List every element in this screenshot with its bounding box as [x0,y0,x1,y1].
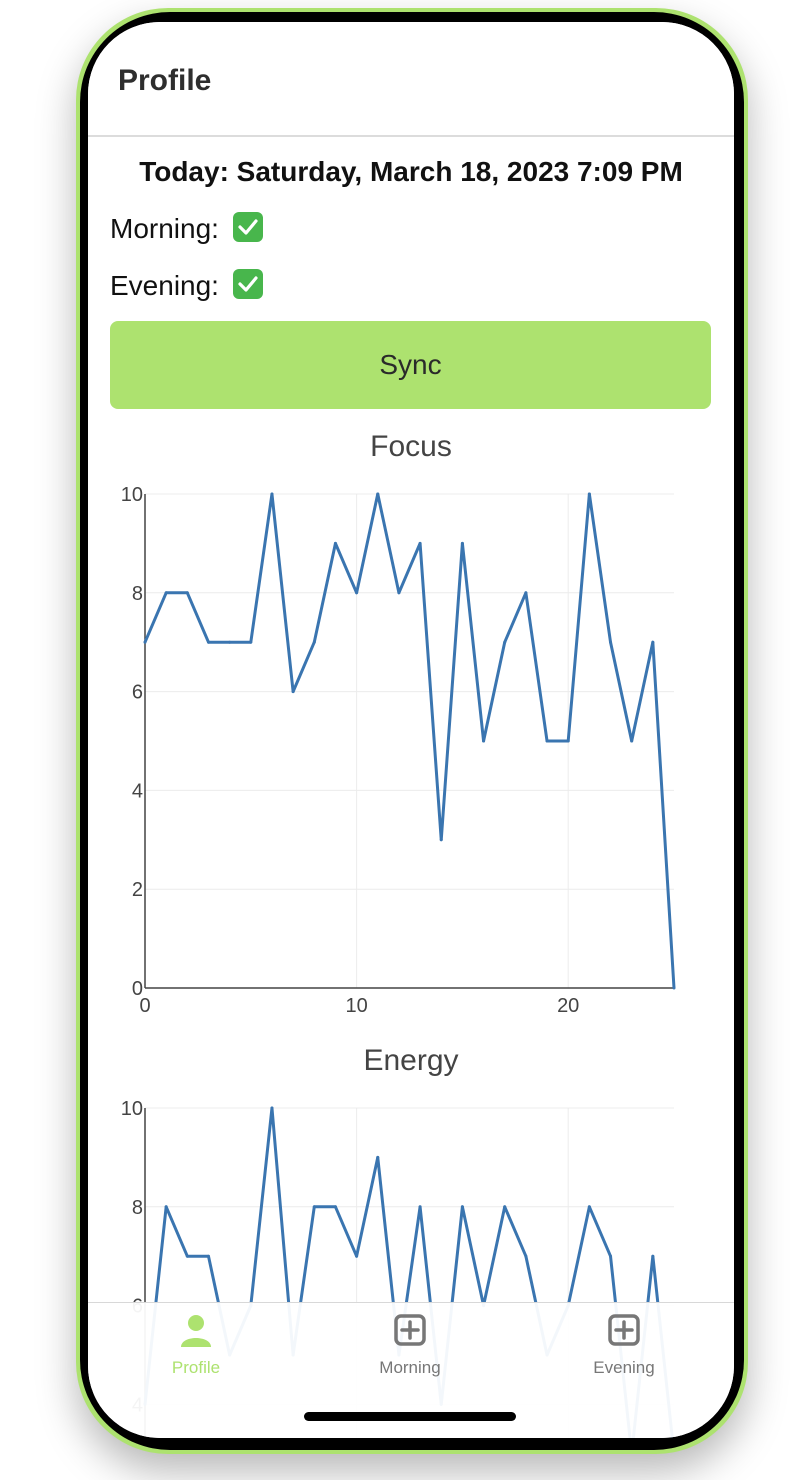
data-point [672,986,676,990]
person-icon [181,1315,211,1347]
data-point [609,640,613,644]
page-title: Profile [118,64,212,97]
data-point [206,640,210,644]
data-point [651,640,655,644]
evening-status: Evening: [110,269,263,302]
tab-evening-label: Evening [593,1358,655,1377]
data-point [355,591,359,595]
focus-chart: 0 2 4 6 8 10 0 10 20 [121,484,676,1017]
x-tick-label: 0 [139,995,150,1017]
y-tick-label: 4 [132,780,143,802]
series-line [143,492,676,989]
data-point [270,1106,274,1110]
data-point [397,591,401,595]
plus-square-icon [608,1314,640,1346]
plus-square-icon [394,1314,426,1346]
energy-chart-title: Energy [363,1044,459,1077]
data-point [503,640,507,644]
sync-button[interactable]: Sync [110,321,711,409]
data-point [566,739,570,743]
y-tick-label: 0 [132,978,143,1000]
data-point [185,1254,189,1258]
check-mark-icon [232,269,263,299]
data-point [418,1205,422,1209]
tab-morning-label: Morning [379,1358,441,1377]
check-mark-icon [232,212,263,242]
data-point [587,1205,591,1209]
data-point [164,1205,168,1209]
data-point [460,1205,464,1209]
data-point [418,541,422,545]
y-tick-label: 2 [132,879,143,901]
data-point [609,1254,613,1258]
x-tick-label: 20 [557,995,579,1017]
home-indicator [304,1412,516,1421]
morning-status: Morning: [110,212,263,245]
navigation-header: Profile [88,22,734,137]
y-tick-label: 10 [121,1098,143,1120]
data-point [439,838,443,842]
data-point [185,591,189,595]
data-point [333,1205,337,1209]
data-point [630,739,634,743]
data-point [460,541,464,545]
data-point [524,591,528,595]
data-point [482,739,486,743]
today-date-text: Today: Saturday, March 18, 2023 7:09 PM [139,156,683,187]
data-point [291,690,295,694]
data-point [312,1205,316,1209]
data-point [524,1254,528,1258]
data-point [312,640,316,644]
y-tick-label: 8 [132,583,143,605]
tab-profile[interactable]: Profile [116,1313,276,1378]
morning-status-label: Morning: [110,213,219,244]
x-tick-label: 10 [345,995,367,1017]
data-point [355,1254,359,1258]
data-point [545,739,549,743]
data-point [587,492,591,496]
data-point [143,640,147,644]
app-screen: Profile Today: Saturday, March 18, 2023 … [88,22,734,1438]
tab-evening[interactable]: Evening [544,1313,704,1378]
data-point [503,1205,507,1209]
data-point [376,1155,380,1159]
y-tick-label: 6 [132,682,143,704]
y-tick-label: 10 [121,484,143,506]
evening-status-label: Evening: [110,270,219,301]
data-point [206,1254,210,1258]
tab-morning[interactable]: Morning [330,1313,490,1378]
focus-chart-title: Focus [370,430,452,463]
tab-profile-label: Profile [171,1358,221,1377]
data-point [333,541,337,545]
data-point [270,492,274,496]
data-point [249,640,253,644]
data-point [376,492,380,496]
data-point [228,640,232,644]
data-point [164,591,168,595]
y-tick-label: 8 [132,1197,143,1219]
data-point [651,1254,655,1258]
